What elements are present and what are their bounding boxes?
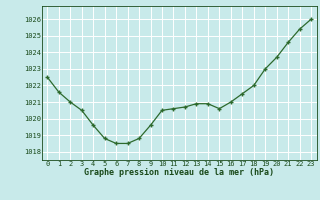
X-axis label: Graphe pression niveau de la mer (hPa): Graphe pression niveau de la mer (hPa)	[84, 168, 274, 177]
